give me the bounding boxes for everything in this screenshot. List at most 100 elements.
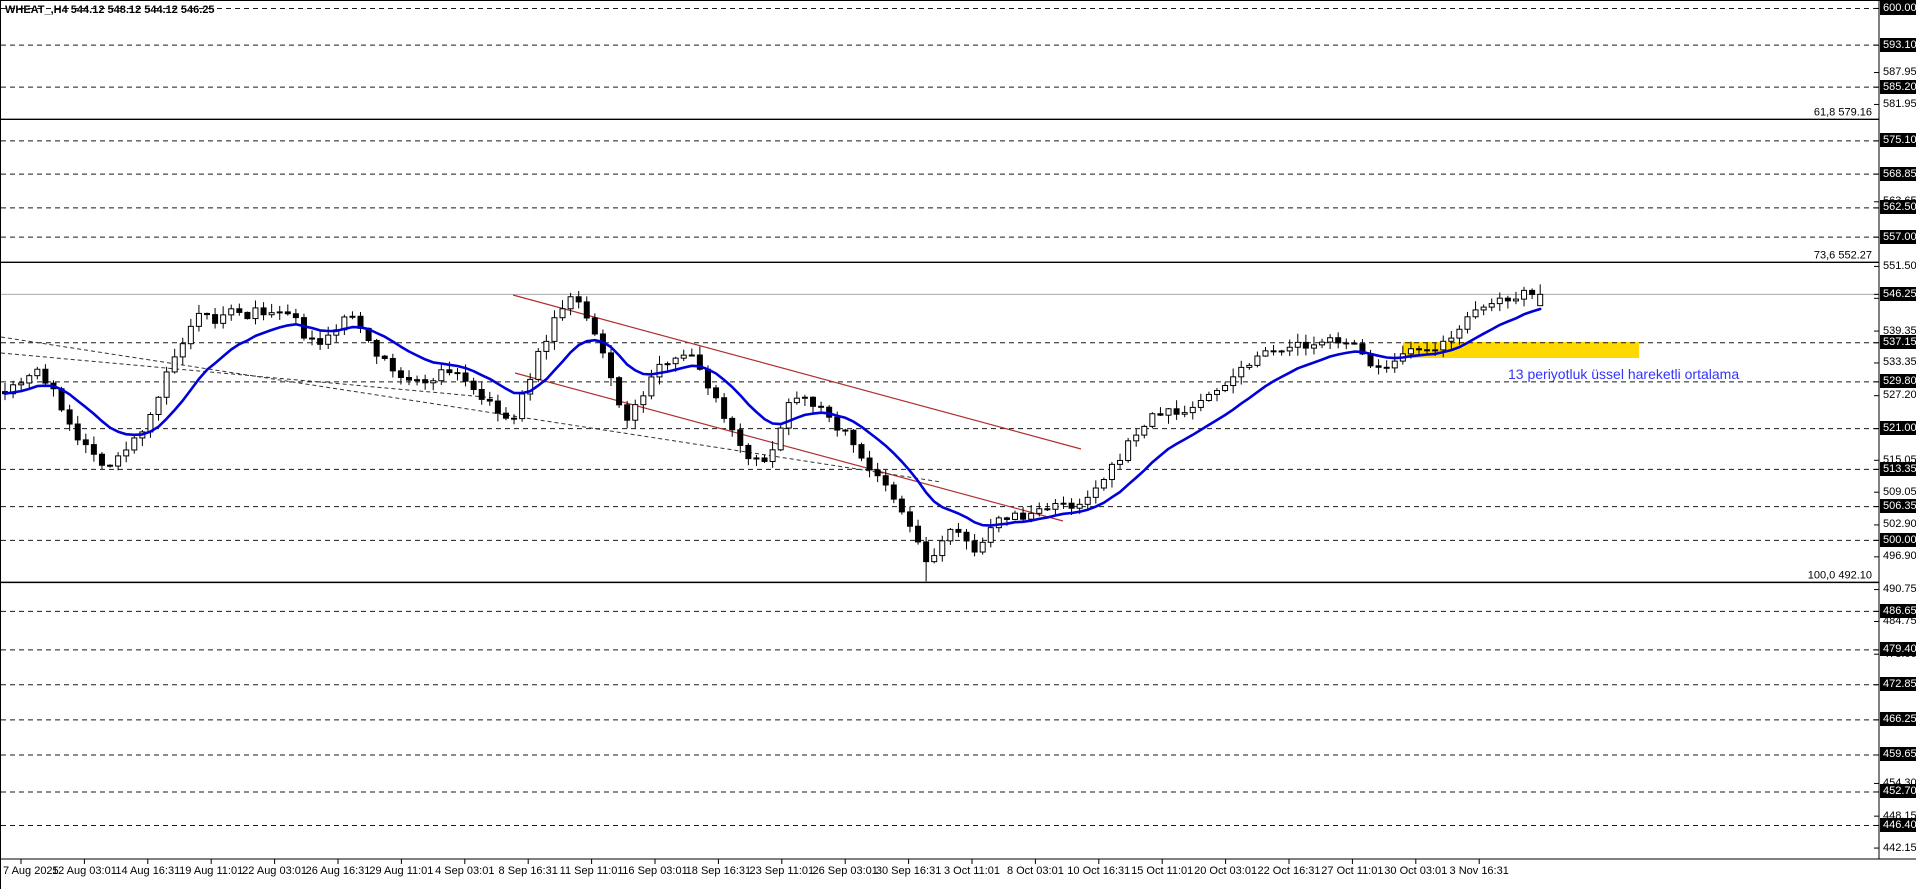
candle	[236, 303, 243, 316]
candle-body	[1448, 337, 1455, 342]
candle	[1464, 311, 1471, 334]
candle	[1375, 359, 1382, 375]
candle-body	[511, 417, 518, 420]
candle-body	[898, 498, 905, 513]
candle-body	[1076, 503, 1083, 509]
candle-body	[890, 484, 897, 500]
candle-body	[704, 368, 711, 389]
candle-body	[1100, 479, 1107, 489]
candle	[430, 377, 437, 391]
ema-annotation-text[interactable]: 13 periyotluk üssel hareketli ortalama	[1508, 366, 1740, 382]
channel-trendline[interactable]	[512, 294, 1082, 450]
candle-body	[276, 311, 283, 314]
candle	[1294, 333, 1301, 356]
candle-body	[1028, 512, 1035, 520]
candle-body	[1003, 517, 1010, 520]
candle	[680, 349, 687, 362]
candle	[1189, 401, 1196, 420]
candle	[874, 462, 881, 483]
candle	[632, 399, 639, 429]
candle	[511, 414, 518, 425]
level-price-box: 506.35	[1880, 499, 1916, 514]
candle-body	[729, 417, 736, 431]
price-tick-label: 490.75	[1883, 583, 1916, 596]
candle-body	[818, 405, 825, 408]
candle-body	[850, 429, 857, 446]
time-tick-label: 11 Sep 11:01	[559, 865, 624, 877]
candle	[761, 454, 768, 464]
candle-body	[1391, 360, 1398, 369]
level-price-box: 459.65	[1880, 747, 1916, 762]
time-tick-label: 3 Oct 11:01	[943, 865, 1001, 877]
candle	[890, 481, 897, 504]
current-price-box: 546.25	[1880, 286, 1916, 301]
candle-body	[1310, 344, 1317, 349]
candle	[850, 429, 857, 453]
candle-body	[559, 308, 566, 319]
time-tick-label: 8 Oct 03:01	[1006, 865, 1064, 877]
candles	[2, 284, 1544, 582]
price-tick-label: 509.05	[1883, 485, 1916, 498]
candle-body	[1254, 355, 1261, 366]
candle	[963, 528, 970, 550]
candle	[1036, 502, 1043, 517]
level-price-box: 585.20	[1880, 79, 1916, 94]
candle-body	[325, 334, 332, 345]
candle-body	[34, 368, 41, 377]
candle-body	[1044, 508, 1051, 511]
candle-body	[1383, 366, 1390, 369]
candle	[842, 428, 849, 436]
candle-body	[406, 376, 412, 381]
candle	[745, 443, 752, 466]
candle	[1343, 338, 1350, 350]
candle	[575, 290, 582, 309]
candle	[1222, 382, 1229, 393]
candle-body	[107, 464, 114, 467]
candle-body	[608, 352, 614, 379]
candle-body	[244, 311, 251, 320]
candle	[309, 330, 316, 346]
channel-trendline[interactable]	[514, 372, 1064, 522]
candle-body	[422, 379, 429, 384]
time-tick-label: 12 Aug 03:01	[51, 865, 117, 877]
time-tick-label: 30 Sep 16:31	[875, 865, 942, 877]
candle	[1117, 453, 1124, 470]
candle-body	[115, 455, 122, 467]
dashed-trendline[interactable]	[1, 352, 497, 399]
price-tick-label: 533.35	[1883, 356, 1916, 369]
candle-body	[1367, 353, 1374, 367]
candle-body	[1335, 337, 1342, 344]
candle	[179, 337, 186, 365]
candle-body	[1189, 406, 1196, 414]
candle-body	[737, 429, 744, 446]
candle-body	[1036, 508, 1043, 514]
level-price-box: 537.15	[1880, 335, 1916, 350]
candle	[898, 495, 905, 515]
candle-body	[963, 531, 970, 542]
candle	[82, 433, 89, 454]
candle-body	[1141, 425, 1148, 436]
highlight-rect[interactable]	[1403, 342, 1639, 358]
candle-body	[236, 308, 243, 313]
time-tick-label: 15 Oct 11:01	[1131, 865, 1194, 877]
candle-body	[478, 388, 485, 400]
candle-body	[26, 375, 33, 384]
price-tick-label: 527.20	[1883, 389, 1916, 402]
price-tick-label: 539.35	[1883, 324, 1916, 337]
candle	[373, 338, 380, 364]
candle	[1537, 284, 1544, 307]
level-price-box: 452.70	[1880, 784, 1916, 799]
candle-body	[1529, 289, 1536, 295]
candle	[947, 528, 954, 545]
dashed-trendline[interactable]	[1, 336, 942, 483]
candle	[858, 442, 865, 462]
candle	[204, 312, 210, 320]
candle	[349, 311, 356, 320]
candle-body	[1327, 337, 1334, 343]
candle	[1319, 338, 1326, 349]
candle	[34, 366, 41, 380]
candle	[470, 377, 477, 395]
candle-body	[947, 528, 954, 542]
